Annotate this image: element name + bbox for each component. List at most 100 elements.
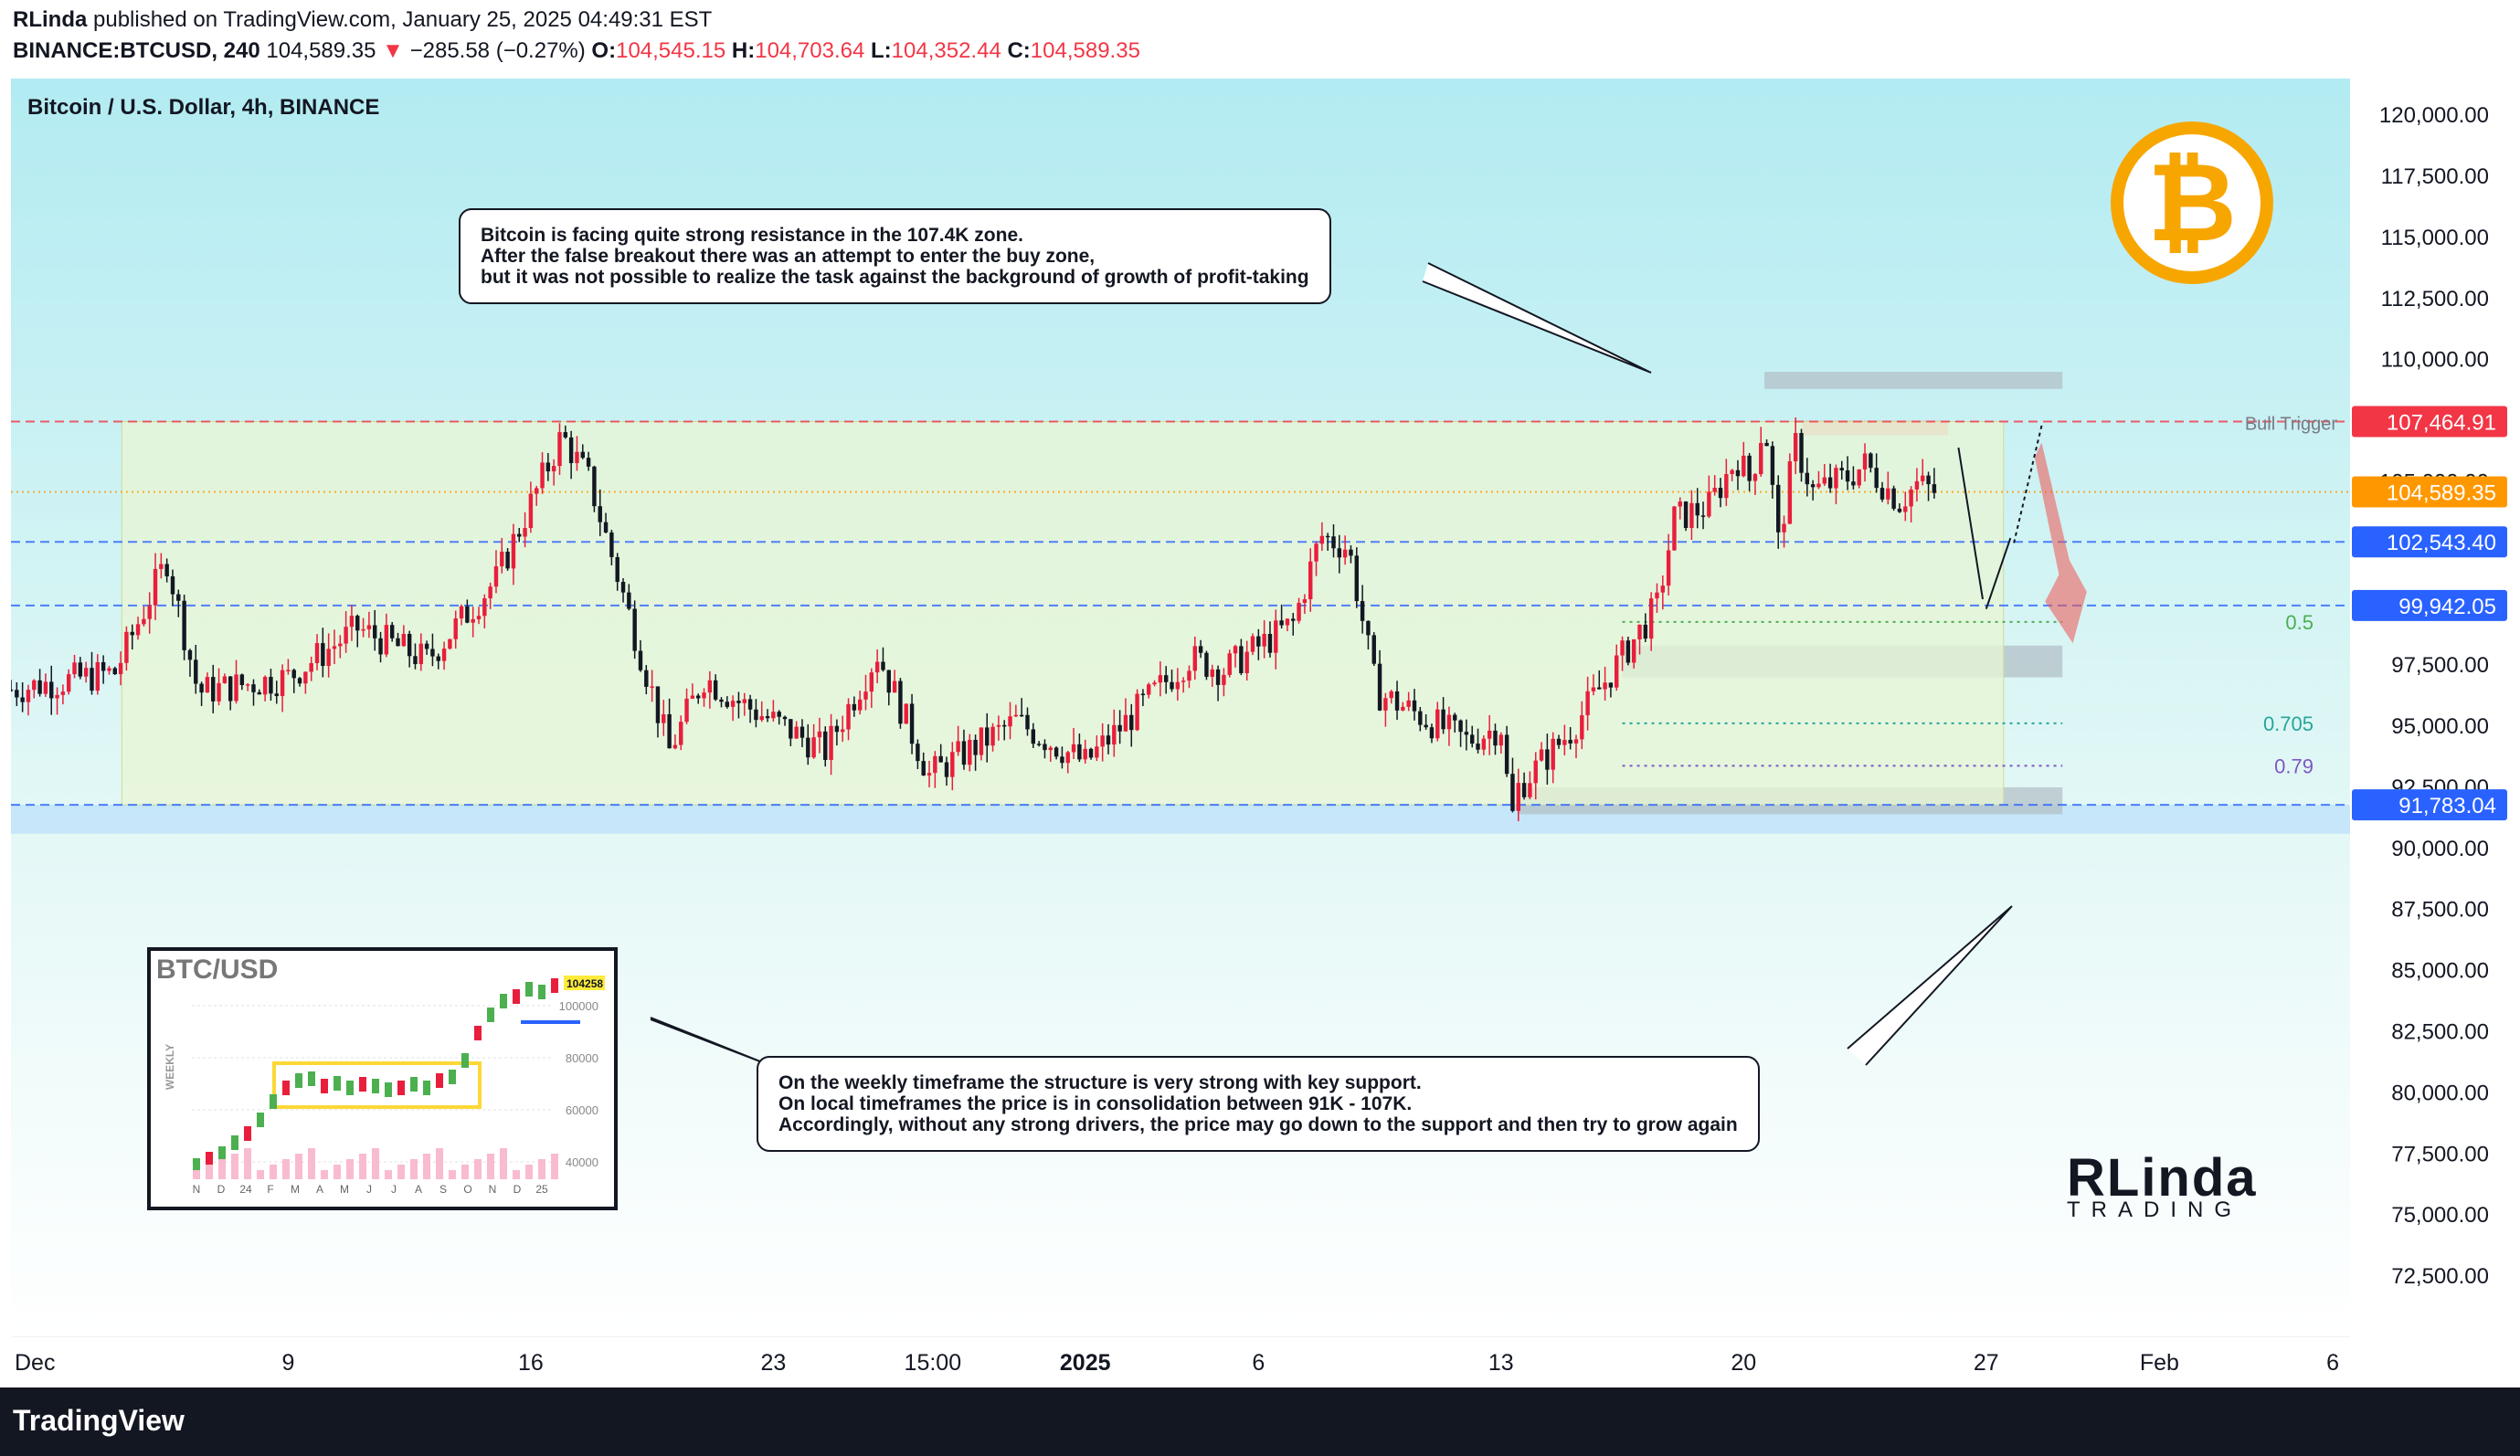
bitcoin-logo-icon: ₿ (2111, 121, 2273, 284)
candle-body (1083, 748, 1087, 760)
candle-body (1140, 693, 1146, 696)
candle-body (679, 722, 683, 745)
candle-body (1608, 682, 1614, 688)
candle-body (1163, 675, 1169, 682)
candle-body (413, 656, 418, 665)
candle-body (1903, 506, 1908, 512)
candle-body (1019, 714, 1024, 717)
candle-body (332, 646, 337, 649)
candle-body (1707, 491, 1711, 517)
candle-body (973, 739, 978, 755)
candle-body (1441, 709, 1445, 730)
candle-body (985, 727, 990, 746)
candle-body (528, 493, 534, 529)
x-tick-label: 13 (1488, 1350, 1514, 1376)
inset-candle (449, 1070, 456, 1084)
candle-body (1730, 470, 1734, 474)
x-tick-label: 2025 (1060, 1350, 1111, 1376)
inset-candle (410, 1077, 418, 1092)
candle-body (1510, 774, 1515, 811)
x-tick-label: 20 (1731, 1350, 1756, 1376)
candle-body (1620, 640, 1625, 656)
inset-candle (487, 1008, 494, 1022)
note-bottom[interactable]: On the weekly timeframe the structure is… (757, 1056, 1760, 1152)
candle-body (517, 533, 522, 537)
symbol-name[interactable]: BINANCE:BTCUSD, 240 (13, 38, 260, 63)
candle-body (1152, 682, 1157, 685)
candle-body (1845, 470, 1850, 482)
inset-candle (461, 1053, 469, 1068)
forecast-down-arrow (1957, 447, 1984, 600)
candle-body (1239, 646, 1244, 673)
inset-volume-bar (270, 1165, 277, 1179)
candle-body (789, 719, 793, 739)
publisher-name[interactable]: RLinda (13, 7, 88, 32)
candle-body (1181, 681, 1186, 682)
candle-body (1816, 483, 1821, 488)
candle-body (1360, 601, 1365, 621)
candle-body (1897, 508, 1902, 512)
candle-body (1222, 674, 1226, 685)
candle-body (1043, 744, 1047, 751)
candle-body (834, 725, 840, 733)
candle-body (523, 528, 527, 537)
candle-body (857, 699, 863, 711)
candle-body (1874, 468, 1879, 489)
candle-body (1851, 481, 1856, 486)
candle-body (465, 606, 470, 623)
y-tick-label: 112,500.00 (2381, 287, 2489, 311)
candle-body (1504, 734, 1509, 775)
candle-body (1556, 738, 1562, 745)
candle-body (1319, 535, 1325, 544)
candle-body (396, 638, 400, 647)
candle-body (1476, 744, 1480, 750)
chart-frame[interactable]: Bull Trigger 0.5 0.705 0.79 72,500.00 75,000… (11, 79, 2509, 1387)
inset-x-tick: A (316, 1183, 323, 1196)
candle-body (482, 598, 487, 617)
note-top[interactable]: Bitcoin is facing quite strong resistanc… (459, 208, 1331, 304)
candle-body (1615, 655, 1619, 688)
candle-body (251, 684, 256, 692)
candle-body (979, 727, 984, 755)
candle-body (1308, 561, 1313, 600)
inset-volume-bar (500, 1148, 507, 1179)
candle-body (1337, 548, 1342, 558)
inset-candle (551, 978, 558, 993)
fib-label: 0.705 (2263, 712, 2314, 735)
inset-volume-bar (321, 1170, 328, 1179)
tradingview-logo[interactable]: TradingView (13, 1404, 185, 1437)
weekly-inset-chart: BTC/USD WEEKLY 100000 80000 60000 40000 N D 24… (147, 947, 618, 1210)
candle-body (1539, 749, 1544, 761)
candle-body (909, 703, 915, 744)
candle-body (956, 741, 960, 753)
inset-volume-bar (474, 1159, 482, 1179)
inset-y-tick: 100000 (559, 999, 598, 1013)
inset-title: BTC/USD (156, 955, 279, 985)
candle-body (1025, 714, 1030, 730)
candle-body (262, 677, 268, 695)
footer-bar: TradingView (0, 1387, 2520, 1456)
candle-body (1297, 603, 1301, 621)
candle-body (1724, 473, 1729, 499)
inset-volume-bar (449, 1170, 456, 1179)
inset-volume-bar (372, 1148, 379, 1179)
candle-body (777, 712, 781, 717)
zone (121, 421, 2005, 806)
candle-body (534, 488, 539, 494)
inset-x-tick: J (391, 1183, 397, 1196)
candle-body (170, 575, 175, 595)
candle-body (841, 729, 845, 733)
candle-body (153, 568, 158, 606)
candle-body (505, 551, 510, 569)
candle-body (1469, 734, 1475, 744)
candle-body (303, 671, 308, 684)
candle-body (1088, 748, 1094, 758)
price-tag (2352, 476, 2507, 508)
price-change: −285.58 (−0.27%) (409, 38, 586, 63)
price-tag (2352, 406, 2507, 438)
low-label: L: (871, 38, 892, 63)
candle-body (1354, 555, 1360, 602)
candle-body (448, 638, 452, 649)
candle-body (817, 731, 822, 738)
price-tag (2352, 526, 2507, 558)
